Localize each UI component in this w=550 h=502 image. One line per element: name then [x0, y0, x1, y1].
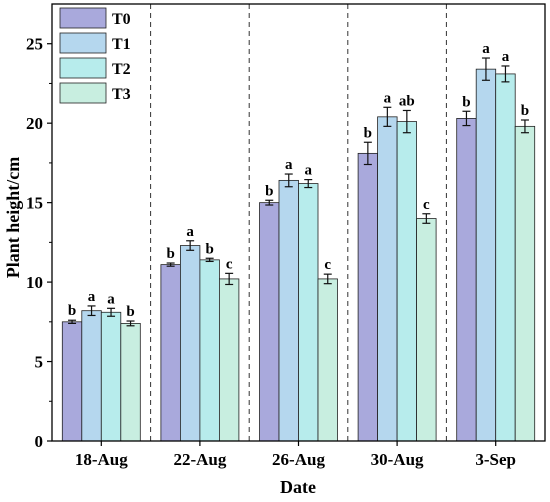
- bar-T2-22-Aug: [199, 259, 220, 442]
- legend-swatch-T0: [59, 7, 107, 29]
- y-axis-title: Plant height/cm: [3, 157, 23, 279]
- bar-T0-26-Aug: [259, 202, 280, 442]
- bar-T3-18-Aug: [120, 323, 141, 442]
- legend-label-T2: T2: [112, 61, 131, 78]
- legend-swatch-T2: [59, 57, 107, 79]
- significance-label: a: [384, 90, 392, 106]
- significance-label: b: [364, 125, 372, 141]
- bar-T3-22-Aug: [218, 278, 240, 442]
- significance-label: a: [305, 163, 313, 179]
- significance-label: b: [265, 183, 273, 199]
- significance-label: b: [166, 246, 174, 262]
- x-tick-label: 18-Aug: [75, 450, 128, 469]
- legend-swatch-T1: [59, 32, 107, 54]
- bar-T3-30-Aug: [416, 218, 437, 442]
- significance-label: a: [186, 224, 194, 240]
- significance-label: c: [423, 197, 430, 213]
- x-tick-label: 3-Sep: [475, 450, 516, 469]
- bar-T2-3-Sep: [495, 73, 516, 442]
- bar-T1-30-Aug: [377, 116, 398, 442]
- x-axis-title: Date: [280, 477, 316, 497]
- x-tick-label: 26-Aug: [272, 450, 325, 469]
- plot-frame: [51, 3, 546, 442]
- bar-T3-26-Aug: [317, 278, 338, 442]
- significance-label: a: [285, 157, 293, 173]
- y-tick-label: 10: [26, 273, 43, 292]
- x-tick-label: 22-Aug: [173, 450, 226, 469]
- significance-label: ab: [399, 93, 415, 109]
- bar-T0-30-Aug: [357, 152, 379, 442]
- bar-T1-26-Aug: [278, 179, 299, 442]
- legend-label-T1: T1: [112, 36, 131, 53]
- significance-label: b: [126, 304, 134, 320]
- y-tick-label: 5: [35, 353, 44, 372]
- significance-label: b: [68, 303, 76, 319]
- significance-label: b: [462, 94, 470, 110]
- bar-T0-18-Aug: [61, 321, 83, 442]
- y-tick-label: 25: [26, 35, 43, 54]
- x-tick-label: 30-Aug: [371, 450, 424, 469]
- bar-T2-30-Aug: [396, 121, 418, 442]
- significance-label: a: [502, 49, 510, 65]
- y-tick-label: 15: [26, 194, 43, 213]
- bar-T1-18-Aug: [81, 310, 102, 442]
- significance-label: a: [482, 41, 490, 57]
- y-tick-label: 20: [26, 114, 43, 133]
- y-tick-label: 0: [35, 432, 44, 451]
- significance-label: b: [205, 241, 213, 257]
- bar-T0-3-Sep: [456, 118, 477, 442]
- significance-label: c: [324, 257, 331, 273]
- bar-T0-22-Aug: [160, 264, 181, 442]
- legend-label-T0: T0: [112, 11, 131, 28]
- significance-label: a: [107, 291, 115, 307]
- significance-label: c: [226, 256, 233, 272]
- bar-T1-22-Aug: [179, 245, 201, 442]
- significance-label: b: [521, 103, 529, 119]
- bar-T2-18-Aug: [100, 311, 122, 442]
- legend-label-T3: T3: [112, 86, 131, 103]
- bar-T1-3-Sep: [475, 68, 497, 442]
- legend-swatch-T3: [59, 82, 107, 104]
- bar-T3-3-Sep: [514, 125, 536, 442]
- significance-label: a: [88, 289, 96, 305]
- bar-T2-26-Aug: [298, 183, 319, 442]
